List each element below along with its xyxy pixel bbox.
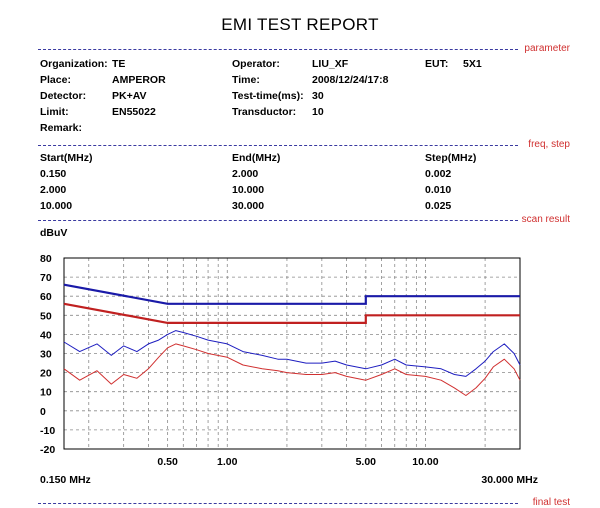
transductor-value: 10 [312,106,324,118]
y-tick-label: -10 [40,425,55,437]
operator-value: LIU_XF [312,58,349,70]
freq-cell: 0.010 [425,184,452,196]
y-tick-label: 80 [40,253,52,265]
x-tick-label: 0.50 [157,456,178,468]
limit-value: EN55022 [112,106,156,118]
freq-cell: 0.025 [425,200,452,212]
freq-header-end: End(MHz) [232,152,281,164]
x-tick-label: 10.00 [412,456,438,468]
y-axis-unit-label: dBuV [40,227,68,239]
x-tick-label: 30.000 MHz [481,474,538,486]
freq-header-step: Step(MHz) [425,152,477,164]
time-label: Time: [232,74,260,86]
testtime-value: 30 [312,90,324,102]
y-tick-label: 10 [40,387,52,399]
parameter-section-label: parameter [521,43,570,54]
series-line-average [63,343,521,396]
plot-frame [63,257,521,450]
operator-label: Operator: [232,58,280,70]
y-tick-label: 50 [40,310,52,322]
y-tick-label: 0 [40,406,46,418]
limit-line [63,302,520,324]
freq-cell: 10.000 [232,184,265,196]
y-tick-label: 40 [40,329,52,341]
freq-cell: 30.000 [232,200,265,212]
eut-value: 5X1 [463,58,482,70]
y-tick-label: 20 [40,368,52,380]
scan-section-label: scan result [518,214,570,225]
freq-separator [38,145,518,146]
series-line-peak [63,330,521,377]
freq-cell: 2.000 [232,168,259,180]
x-tick-label: 5.00 [356,456,377,468]
freq-cell: 10.000 [40,200,73,212]
limit-line [63,283,520,305]
scan-separator [38,220,518,221]
transductor-label: Transductor: [232,106,297,118]
place-label: Place: [40,74,71,86]
eut-label: EUT: [425,58,449,70]
y-tick-label: -20 [40,444,55,456]
freq-cell: 0.002 [425,168,452,180]
freq-cell: 0.150 [40,168,67,180]
detector-value: PK+AV [112,90,147,102]
organization-label: Organization: [40,58,108,70]
y-tick-label: 70 [40,272,52,284]
x-tick-label: 1.00 [217,456,238,468]
freq-header-start: Start(MHz) [40,152,93,164]
y-tick-label: 60 [40,291,52,303]
time-value: 2008/12/24/17:8 [312,74,389,86]
y-tick-label: 30 [40,349,52,361]
organization-value: TE [112,58,126,70]
freq-section-label: freq, step [525,139,570,150]
parameter-separator [38,49,518,50]
remark-label: Remark: [40,122,83,134]
freq-cell: 2.000 [40,184,67,196]
final-section-label: final test [529,497,570,508]
place-value: AMPEROR [112,74,166,86]
limit-label: Limit: [40,106,69,118]
report-title: EMI TEST REPORT [221,15,379,34]
testtime-label: Test-time(ms): [232,90,304,102]
x-tick-label: 0.150 MHz [40,474,91,486]
detector-label: Detector: [40,90,87,102]
